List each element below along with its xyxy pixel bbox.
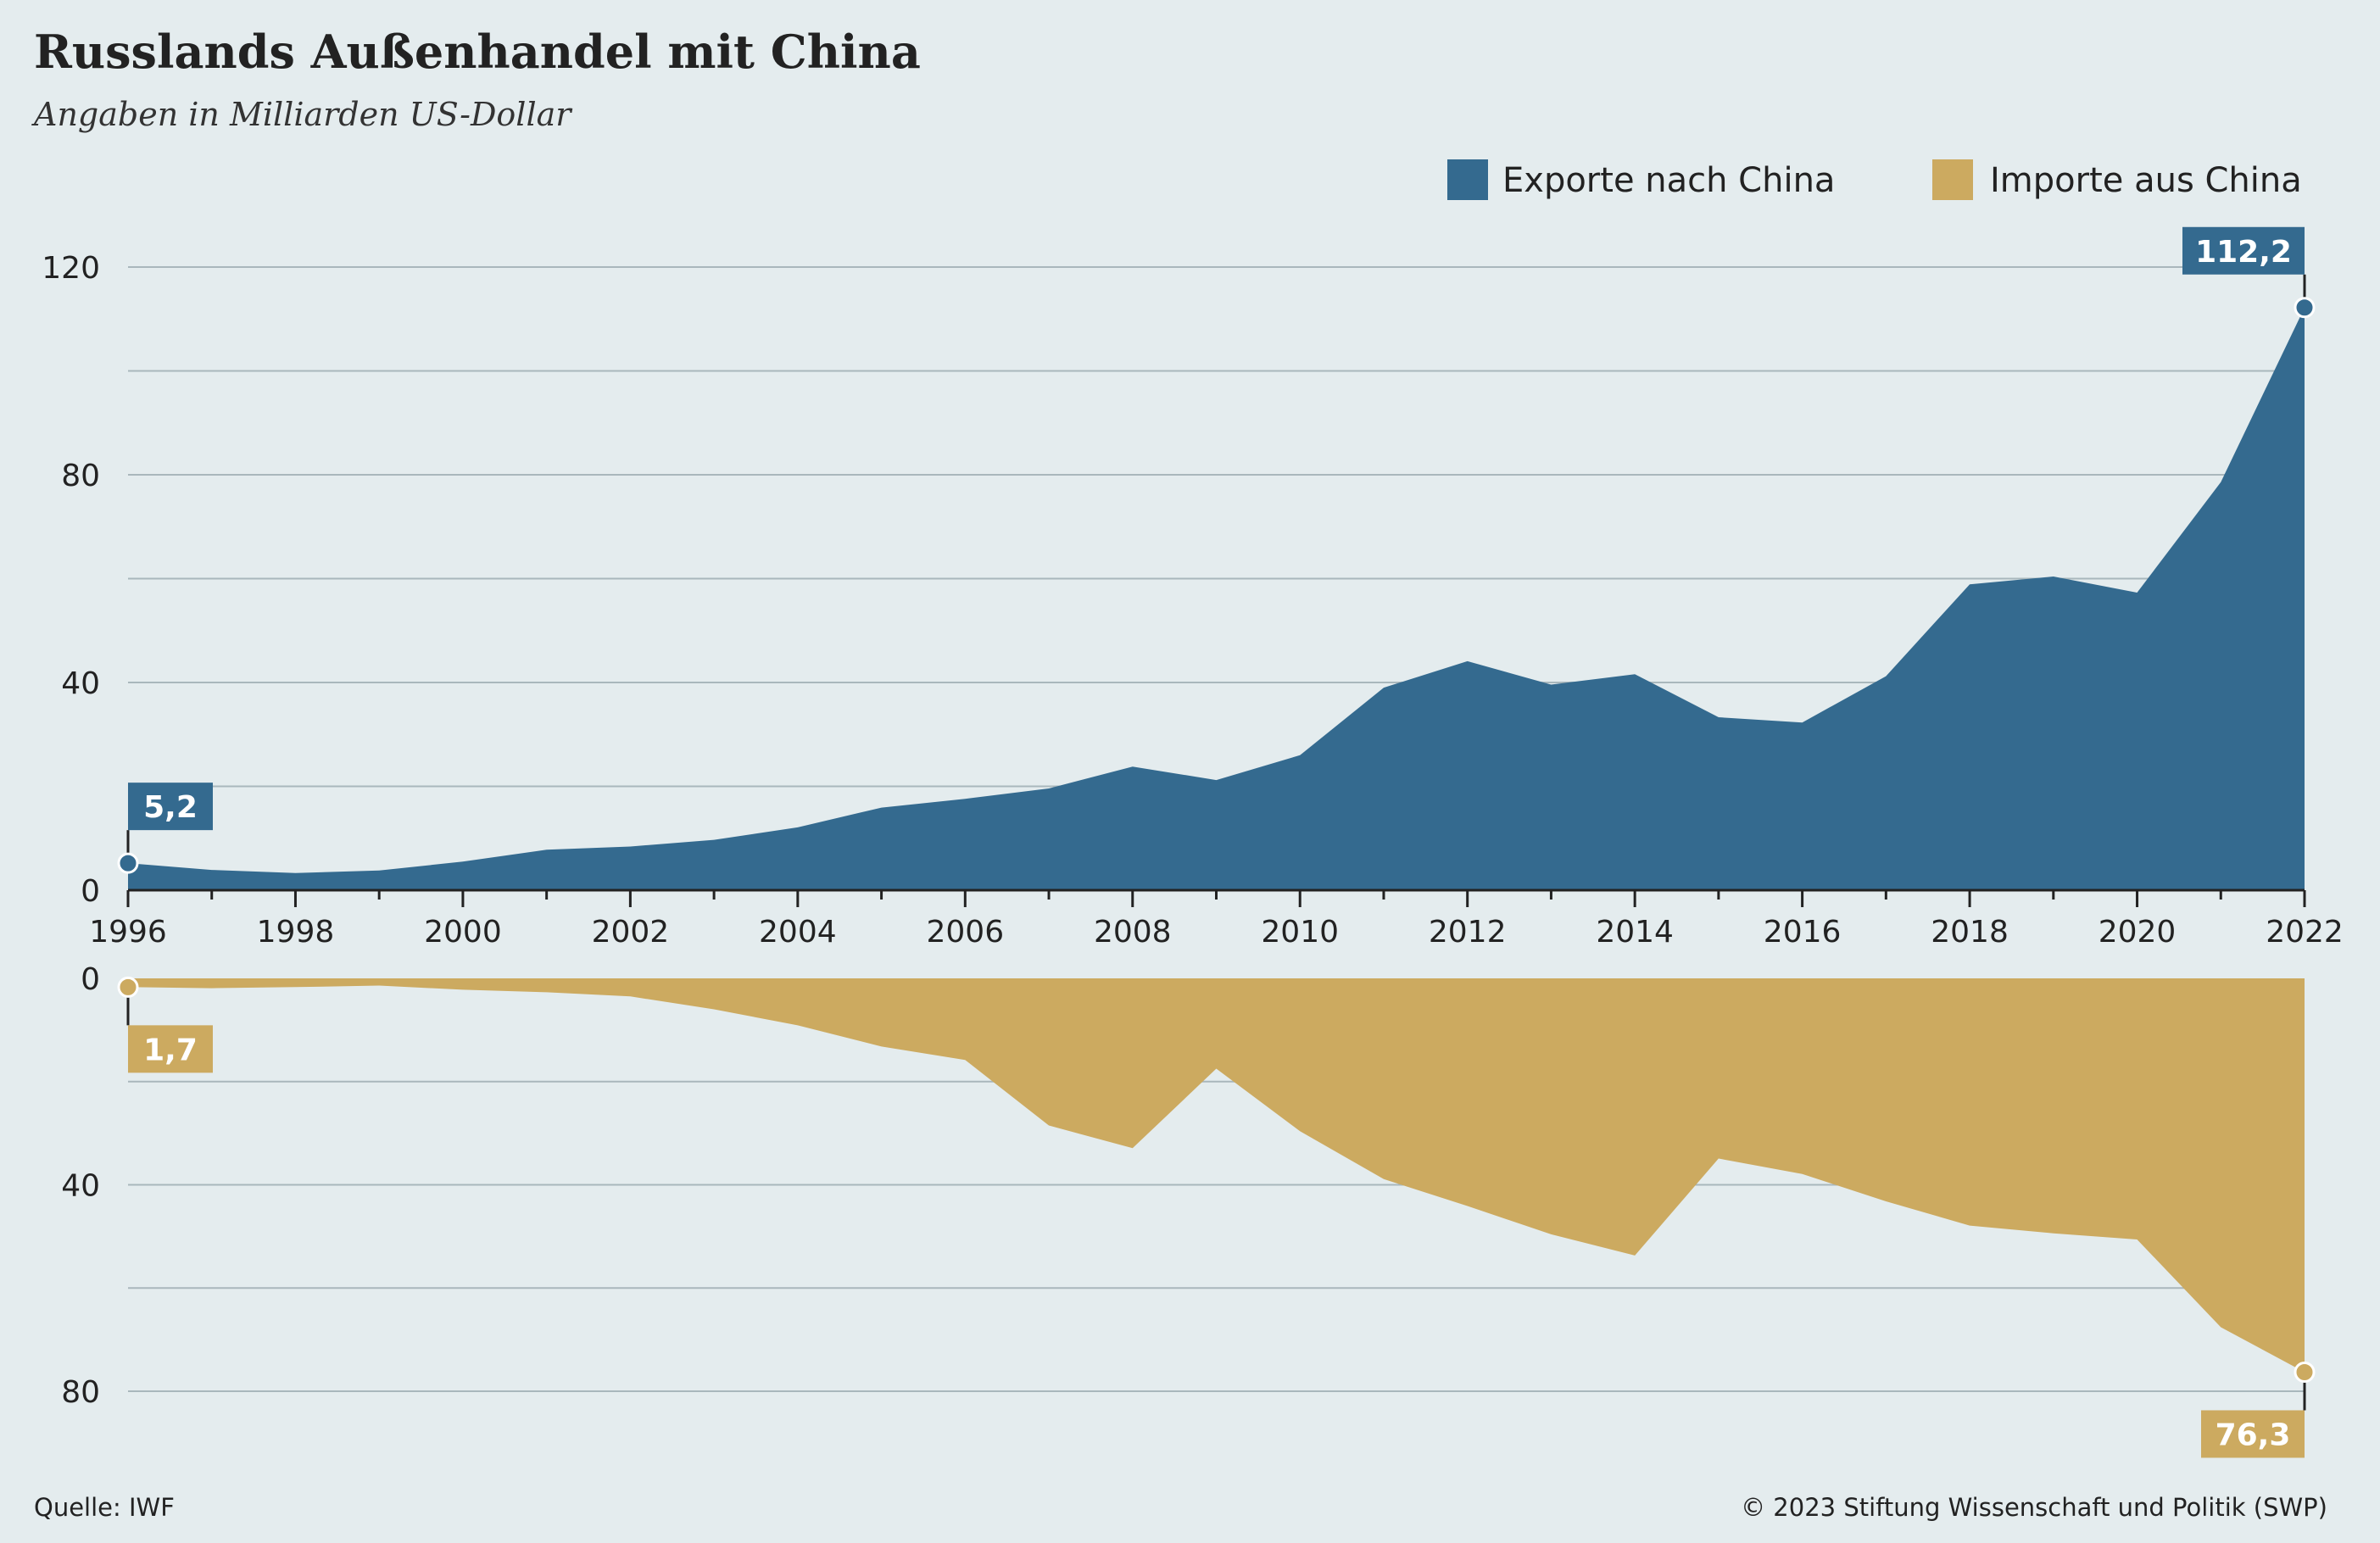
callout-label: 76,3: [2216, 1418, 2291, 1452]
chart-areas: [128, 307, 2305, 1373]
source-note: Quelle: IWF: [34, 1493, 175, 1522]
chart-title: Russlands Außenhandel mit China: [34, 25, 921, 79]
callout-box: [128, 1025, 213, 1073]
x-tick-label: 1998: [257, 915, 335, 950]
x-tick-label: 2004: [759, 915, 837, 950]
callout-marker: [117, 976, 139, 998]
callout-marker: [117, 852, 139, 874]
y-tick-label: 40: [61, 666, 100, 701]
x-tick-label: 2010: [1261, 915, 1339, 950]
y-tick-label: 80: [61, 1375, 100, 1410]
x-tick-label: 2006: [926, 915, 1004, 950]
legend-label-imports: Importe aus China: [1990, 161, 2302, 200]
callout-label: 5,2: [143, 790, 198, 825]
legend-swatch-exports: [1447, 159, 1488, 200]
y-tick-label: 0: [81, 874, 100, 909]
y-axis-ticks: 0 40 80 120 0 40 80: [42, 251, 100, 1410]
x-tick-label: 2002: [592, 915, 670, 950]
x-tick-label: 2000: [424, 915, 502, 950]
y-tick-label: 40: [61, 1169, 100, 1204]
callout-label: 1,7: [143, 1033, 198, 1067]
x-tick-label: 2020: [2099, 915, 2177, 950]
callout-marker: [2294, 1361, 2316, 1383]
legend-swatch-imports: [1932, 159, 1973, 200]
callout-marker: [2294, 297, 2316, 319]
callout-box: [128, 783, 213, 831]
callout-label: 112,2: [2195, 235, 2292, 270]
x-tick-label: 2016: [1764, 915, 1842, 950]
legend-label-exports: Exporte nach China: [1502, 161, 1835, 200]
x-tick-label: 1996: [89, 915, 167, 950]
value-callouts: 5,2 112,2 1,7 76,3: [117, 226, 2316, 1458]
callout-box: [2182, 226, 2305, 275]
y-tick-label: 120: [42, 251, 100, 286]
x-tick-label: 2012: [1429, 915, 1507, 950]
x-axis: 1996 1998 2000 2002 2004 2006 2008 2010 2012 2014…: [89, 888, 2344, 950]
exports-area: [128, 307, 2305, 890]
y-tick-label: 0: [81, 962, 100, 997]
callout-box: [2201, 1410, 2305, 1458]
copyright-note: © 2023 Stiftung Wissenschaft und Politik…: [1741, 1493, 2327, 1522]
x-tick-label: 2022: [2266, 915, 2344, 950]
chart-subtitle: Angaben in Milliarden US-Dollar: [31, 96, 573, 133]
imports-area: [128, 978, 2305, 1373]
y-tick-label: 80: [61, 459, 100, 493]
x-tick-label: 2018: [1931, 915, 2009, 950]
x-tick-label: 2008: [1094, 915, 1172, 950]
legend: Exporte nach China Importe aus China: [1447, 159, 2302, 200]
x-tick-label: 2014: [1596, 915, 1674, 950]
